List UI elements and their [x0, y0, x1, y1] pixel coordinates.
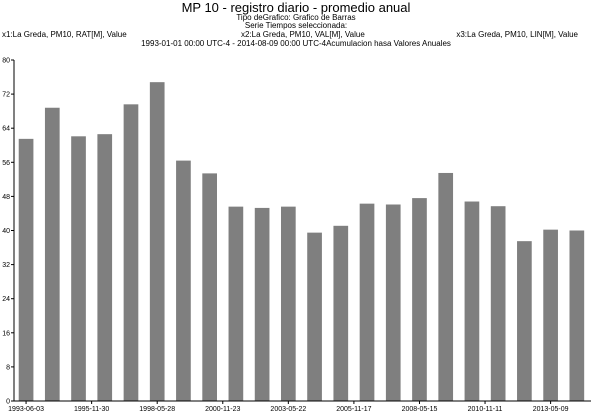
x-tick-label-6: 2005-11-17 — [336, 406, 371, 413]
x-axis-ticks: 1993-06-03 1995-11-30 1998-05-28 2000-11-23… — [8, 401, 569, 413]
series-label-x1: x1:La Greda, PM10, RAT[M], Value — [2, 30, 127, 39]
x-tick-label-3: 1998-05-28 — [139, 406, 175, 413]
date-range-label: 1993-01-01 00:00 UTC-4 - 2014-08-09 00:0… — [141, 39, 451, 48]
bar-17 — [438, 172, 454, 401]
y-tick-label-8: 8 — [6, 364, 10, 371]
bar-18 — [464, 201, 480, 401]
series-legend: x1:La Greda, PM10, RAT[M], Value x2:La G… — [0, 30, 592, 39]
y-tick-label-40: 40 — [2, 228, 10, 235]
bar-2 — [44, 107, 60, 402]
bar-13 — [333, 225, 349, 401]
bar-15 — [385, 204, 401, 401]
x-tick-label-4: 2000-11-23 — [205, 406, 240, 413]
y-axis-ticks: 0 8 16 24 32 40 48 56 64 72 80 — [2, 58, 14, 406]
bar-5 — [123, 104, 139, 401]
y-tick-label-48: 48 — [2, 194, 10, 201]
bar-11 — [280, 206, 296, 401]
x-tick-label-5: 2003-05-22 — [270, 406, 306, 413]
bar-7 — [176, 160, 191, 401]
bar-22 — [569, 230, 585, 401]
x-tick-label-8: 2010-11-11 — [468, 406, 503, 413]
chart-title: MP 10 - registro diario - promedio anual — [181, 0, 411, 15]
y-tick-label-72: 72 — [2, 92, 10, 99]
chart-type-label: Tipo deGrafico: Grafico de Barras — [236, 13, 356, 22]
x-tick-label-9: 2013-05-09 — [533, 406, 569, 413]
y-tick-label-24: 24 — [2, 296, 10, 303]
y-tick-label-16: 16 — [2, 330, 10, 337]
bar-19 — [490, 206, 506, 401]
bar-6 — [149, 82, 165, 402]
bar-group — [18, 82, 585, 402]
series-label-x2: x2:La Greda, PM10, VAL[M], Value — [241, 30, 365, 39]
bar-4 — [97, 134, 113, 402]
bar-10 — [254, 207, 270, 401]
bar-14 — [359, 203, 375, 401]
bar-9 — [228, 206, 244, 401]
x-tick-label-7: 2008-05-15 — [402, 406, 438, 413]
x-tick-label-2: 1995-11-30 — [74, 406, 109, 413]
bar-20 — [517, 241, 532, 401]
y-tick-label-64: 64 — [2, 126, 10, 133]
bar-1 — [18, 138, 34, 402]
bar-21 — [543, 229, 558, 401]
bar-12 — [307, 232, 322, 401]
bar-8 — [202, 173, 217, 401]
bar-3 — [71, 136, 86, 402]
bar-16 — [412, 198, 427, 401]
series-heading: Serie Tiempos seleccionada: — [244, 21, 348, 30]
y-tick-label-0: 0 — [6, 399, 10, 406]
y-tick-label-80: 80 — [2, 58, 10, 65]
y-tick-label-32: 32 — [2, 262, 10, 269]
y-tick-label-56: 56 — [2, 160, 10, 167]
series-label-x3: x3:La Greda, PM10, LIN[M], Value — [456, 30, 578, 39]
x-tick-label-1: 1993-06-03 — [8, 406, 44, 413]
